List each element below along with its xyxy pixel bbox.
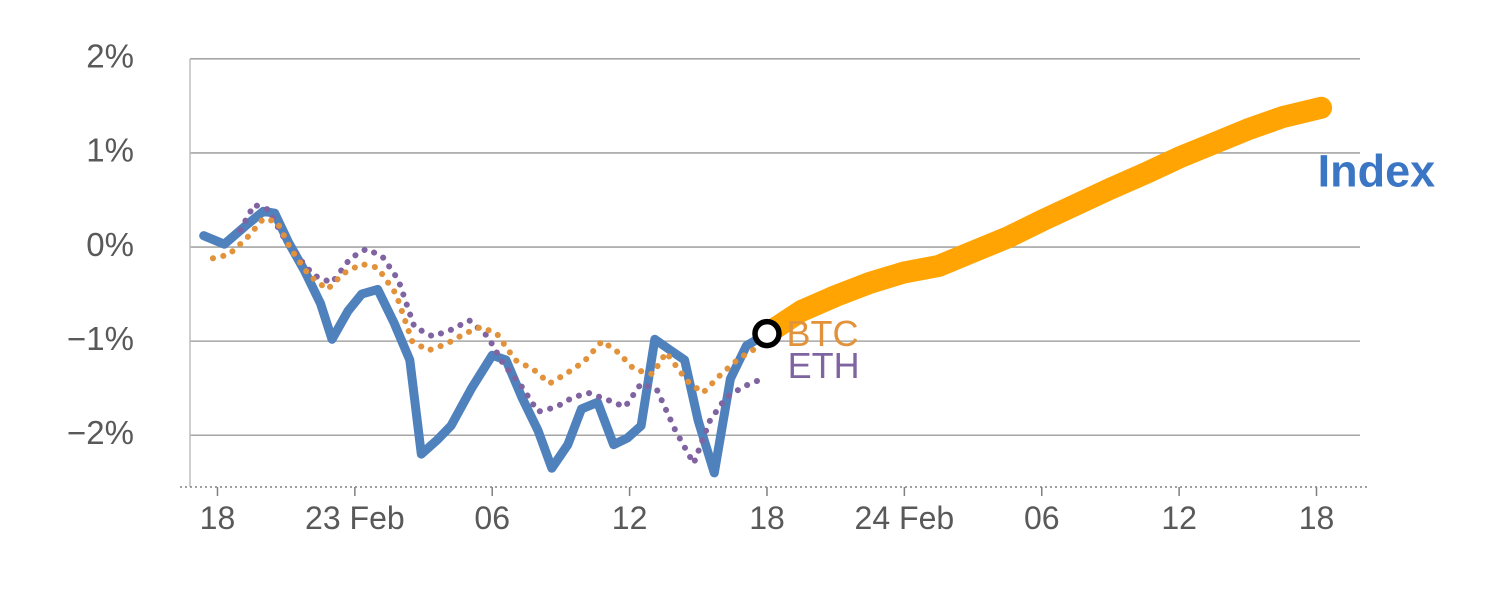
x-axis-tick-label: 12 — [612, 500, 648, 536]
series-btc-line — [209, 215, 764, 396]
x-axis-tick-label: 18 — [1299, 500, 1335, 536]
current-point-marker — [752, 318, 782, 349]
series-label-btc: BTC — [786, 313, 858, 354]
series-label-eth: ETH — [788, 345, 860, 386]
x-axis-tick-label: 12 — [1161, 500, 1197, 536]
y-axis-tick-label: 0% — [86, 226, 134, 263]
x-axis-tick-label: 23 Feb — [305, 500, 405, 536]
y-axis-tick-label: 1% — [86, 132, 134, 169]
x-axis-tick-label: 06 — [1024, 500, 1060, 536]
y-axis-tick-label: −2% — [67, 414, 134, 451]
x-axis-tick-label: 18 — [749, 500, 785, 536]
series-index-forecast-line — [756, 96, 1333, 345]
y-axis-tick-label: −1% — [67, 320, 134, 357]
x-axis-tick-label: 06 — [474, 500, 510, 536]
series-label-index: Index — [1318, 145, 1436, 196]
x-axis-tick-label: 18 — [200, 500, 236, 536]
series-index-line — [199, 206, 772, 478]
x-axis-tick-label: 24 Feb — [855, 500, 955, 536]
y-axis-tick-label: 2% — [86, 38, 134, 75]
series-eth-line — [237, 201, 766, 467]
